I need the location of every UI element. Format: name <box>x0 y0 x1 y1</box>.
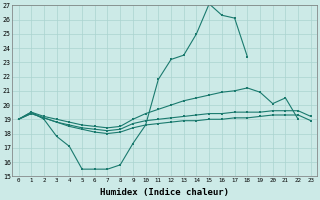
X-axis label: Humidex (Indice chaleur): Humidex (Indice chaleur) <box>100 188 229 197</box>
